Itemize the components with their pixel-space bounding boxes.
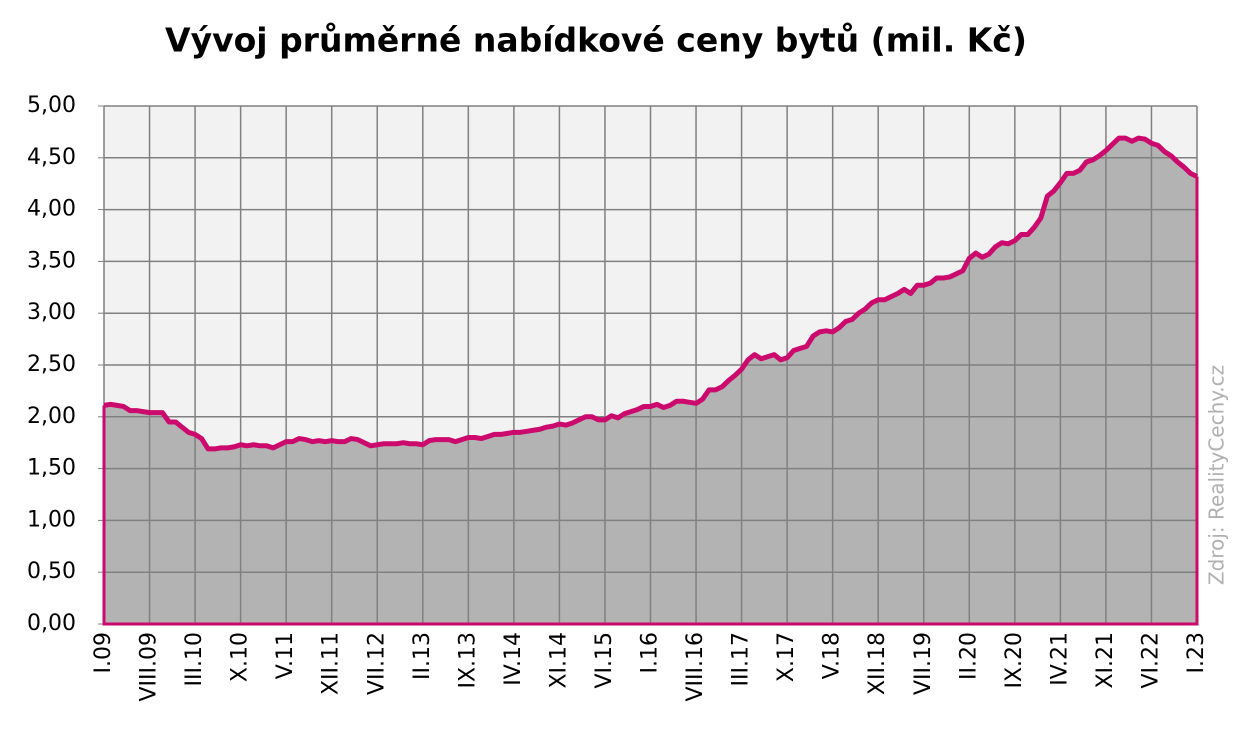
x-tick-label: I.16 bbox=[638, 632, 663, 673]
y-tick-label: 0,50 bbox=[27, 559, 76, 584]
x-tick-label: XI.21 bbox=[1093, 632, 1118, 689]
line bbox=[103, 135, 1199, 452]
area-edge bbox=[102, 176, 1199, 626]
x-tick-label: IX.13 bbox=[455, 632, 480, 689]
x-tick-label: I.09 bbox=[91, 632, 116, 673]
x-tick-label: IV.21 bbox=[1047, 632, 1072, 686]
y-tick-label: 4,00 bbox=[27, 197, 76, 222]
x-tick-label: X.10 bbox=[228, 632, 253, 682]
x-tick-label: VII.12 bbox=[364, 632, 389, 695]
x-tick-label: XII.11 bbox=[319, 632, 344, 695]
x-tick-label: II.20 bbox=[956, 632, 981, 680]
y-tick-label: 2,50 bbox=[27, 352, 76, 377]
y-tick-label: 0,00 bbox=[27, 611, 76, 636]
x-tick-label: VII.19 bbox=[911, 632, 936, 695]
x-tick-label: VI.22 bbox=[1138, 632, 1163, 689]
y-tick-label: 3,00 bbox=[27, 300, 76, 325]
y-tick-label: 1,50 bbox=[27, 456, 76, 481]
x-tick-label: X.17 bbox=[774, 632, 799, 682]
x-tick-label: V.11 bbox=[273, 632, 298, 679]
x-tick-label: VI.15 bbox=[592, 632, 617, 689]
y-tick-label: 4,50 bbox=[27, 145, 76, 170]
x-tick-label: III.10 bbox=[182, 632, 207, 686]
y-tick-label: 1,00 bbox=[27, 507, 76, 532]
x-tick-label: II.13 bbox=[410, 632, 435, 680]
x-tick-label: IV.14 bbox=[501, 632, 526, 686]
x-tick-label: V.18 bbox=[820, 632, 845, 679]
x-tick-label: III.17 bbox=[729, 632, 754, 686]
chart-title: Vývoj průměrné nabídkové ceny bytů (mil.… bbox=[165, 21, 1027, 60]
x-tick-label: VIII.16 bbox=[683, 632, 708, 702]
x-tick-label: IX.20 bbox=[1002, 632, 1027, 689]
y-tick-label: 2,00 bbox=[27, 404, 76, 429]
x-tick-label: XI.14 bbox=[546, 632, 571, 689]
y-tick-label: 3,50 bbox=[27, 248, 76, 273]
x-tick-label: I.23 bbox=[1184, 632, 1209, 673]
x-tick-label: VIII.09 bbox=[137, 632, 162, 702]
x-tick-label: XII.18 bbox=[865, 632, 890, 695]
source-note: Zdroj: RealityCechy.cz bbox=[1205, 365, 1229, 585]
y-tick-label: 5,00 bbox=[27, 93, 76, 118]
